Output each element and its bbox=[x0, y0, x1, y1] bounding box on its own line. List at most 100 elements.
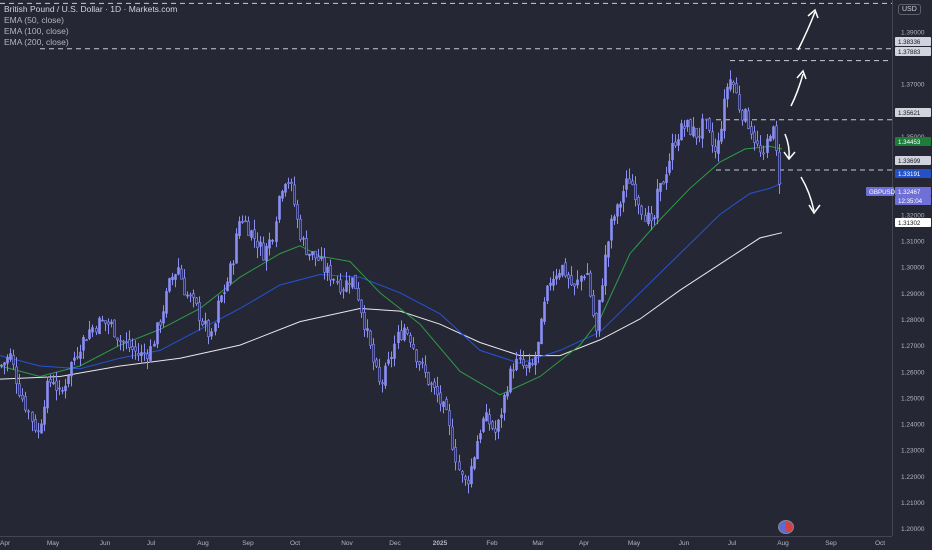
candle-body bbox=[85, 339, 88, 342]
candle-body bbox=[339, 279, 342, 293]
y-tick-label: 1.37000 bbox=[901, 82, 925, 89]
candle-body bbox=[351, 277, 354, 288]
candle-body bbox=[451, 426, 454, 450]
candle-body bbox=[192, 293, 195, 298]
candle-body bbox=[125, 341, 128, 344]
candle-body bbox=[726, 86, 729, 100]
candle-body bbox=[488, 414, 491, 425]
candle-body bbox=[647, 212, 650, 224]
candle-body bbox=[64, 385, 67, 392]
candle-body bbox=[708, 118, 711, 131]
candle-body bbox=[732, 81, 735, 85]
time-axis[interactable]: Apr May Jun Jul Aug Sep Oct Nov Dec 2025 Feb Mar Apr… bbox=[0, 536, 932, 550]
y-tick-label: 1.30000 bbox=[901, 265, 925, 272]
candle-body bbox=[390, 357, 393, 359]
candle-body bbox=[149, 346, 152, 361]
candle-body bbox=[354, 274, 357, 290]
candle-body bbox=[317, 256, 320, 261]
candle-body bbox=[589, 272, 592, 297]
candle-body bbox=[67, 375, 70, 384]
candle-body bbox=[705, 118, 708, 121]
candle-body bbox=[436, 386, 439, 396]
candle-body bbox=[311, 251, 314, 256]
candle-body bbox=[220, 295, 223, 302]
candle-body bbox=[265, 245, 268, 261]
x-tick-label: Jun bbox=[100, 540, 111, 547]
candle-body bbox=[644, 215, 647, 222]
candle-body bbox=[637, 196, 640, 206]
candle-body bbox=[31, 411, 34, 422]
candle-body bbox=[189, 294, 192, 297]
candle-body bbox=[406, 328, 409, 334]
candle-body bbox=[214, 323, 217, 332]
candle-body bbox=[250, 230, 253, 238]
candle-body bbox=[686, 119, 689, 128]
candle-body bbox=[46, 380, 49, 409]
time-axis-panel bbox=[0, 536, 932, 550]
y-tick-label: 1.31000 bbox=[901, 239, 925, 246]
candle-body bbox=[769, 136, 772, 142]
x-tick-label: Aug bbox=[197, 540, 209, 547]
candle-body bbox=[683, 125, 686, 129]
candle-body bbox=[244, 220, 247, 223]
x-tick-label: May bbox=[628, 540, 641, 547]
y-tick-label: 1.22000 bbox=[901, 474, 925, 481]
candle-body bbox=[122, 340, 125, 343]
candle-body bbox=[256, 240, 259, 249]
candle-body bbox=[720, 128, 723, 142]
candle-body bbox=[177, 267, 180, 275]
ema100-path bbox=[0, 182, 783, 370]
candle-body bbox=[650, 213, 653, 222]
candle-body bbox=[323, 257, 326, 273]
candle-body bbox=[88, 329, 91, 339]
candle-body bbox=[91, 327, 94, 333]
candle-body bbox=[546, 285, 549, 301]
candle-body bbox=[592, 294, 595, 316]
down-arrow-1 bbox=[784, 133, 790, 159]
candle-body bbox=[393, 343, 396, 359]
candle-body bbox=[778, 151, 781, 185]
candle-body bbox=[49, 379, 52, 383]
candle-body bbox=[717, 140, 720, 154]
candle-body bbox=[162, 311, 165, 324]
price-axis[interactable]: 1.390001.370001.360001.350001.340001.320… bbox=[892, 0, 932, 550]
candle-body bbox=[186, 294, 189, 297]
candle-body bbox=[204, 320, 207, 325]
candle-body bbox=[616, 204, 619, 217]
price-axis-panel bbox=[892, 0, 932, 550]
x-tick-label: Feb bbox=[486, 540, 498, 547]
candle-body bbox=[552, 278, 555, 286]
candle-body bbox=[381, 382, 384, 385]
x-tick-label: Aug bbox=[777, 540, 789, 547]
scenario-arrows bbox=[783, 8, 821, 215]
candle-body bbox=[558, 273, 561, 278]
candle-body bbox=[729, 79, 732, 90]
down-arrow-2 bbox=[800, 176, 815, 212]
candle-body bbox=[403, 327, 406, 341]
candle-body bbox=[235, 233, 238, 264]
price-badge bbox=[895, 137, 931, 146]
x-tick-label: 2025 bbox=[433, 540, 448, 547]
x-tick-label: Jul bbox=[728, 540, 737, 547]
price-badge bbox=[895, 196, 931, 205]
gbp-usd-flag-icon[interactable] bbox=[778, 520, 794, 534]
down-arrow-2-head bbox=[808, 204, 821, 215]
y-tick-label: 1.25000 bbox=[901, 395, 925, 402]
candle-body bbox=[146, 353, 149, 360]
candle-body bbox=[555, 275, 558, 280]
candle-body bbox=[570, 275, 573, 286]
candle-body bbox=[409, 335, 412, 343]
candle-body bbox=[329, 265, 332, 281]
y-tick-label: 1.28000 bbox=[901, 317, 925, 324]
candle-body bbox=[506, 391, 509, 397]
y-tick-label: 1.24000 bbox=[901, 422, 925, 429]
candle-body bbox=[226, 281, 229, 291]
candle-body bbox=[576, 279, 579, 286]
candle-body bbox=[290, 182, 293, 184]
candle-body bbox=[137, 353, 140, 356]
currency-badge[interactable]: USD bbox=[898, 4, 921, 15]
price-badge-label: 1.32467 bbox=[898, 189, 921, 196]
candle-body bbox=[165, 291, 168, 314]
